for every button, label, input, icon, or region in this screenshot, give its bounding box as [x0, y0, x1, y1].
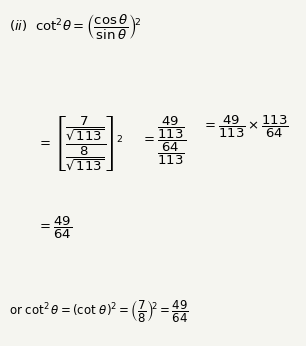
Text: or $\cot^2\theta = (\cot\,\theta)^2 = \left(\dfrac{7}{8}\right)^{\!2} = \dfrac{4: or $\cot^2\theta = (\cot\,\theta)^2 = \l…: [9, 298, 189, 324]
Text: $= \dfrac{49}{113} \times \dfrac{113}{64}$: $= \dfrac{49}{113} \times \dfrac{113}{64…: [202, 114, 289, 140]
Text: $(ii)$  $\cot^2\!\theta = \left(\dfrac{\cos\theta}{\sin\theta}\right)^{\!2}$: $(ii)$ $\cot^2\!\theta = \left(\dfrac{\c…: [9, 12, 142, 41]
Text: $= \dfrac{49}{64}$: $= \dfrac{49}{64}$: [37, 215, 72, 241]
Text: $= \dfrac{\dfrac{49}{113}}{\dfrac{64}{113}}$: $= \dfrac{\dfrac{49}{113}}{\dfrac{64}{11…: [141, 114, 186, 166]
Text: $= \left[\dfrac{\dfrac{7}{\sqrt{113}}}{\dfrac{8}{\sqrt{113}}}\right]^{\!2}$: $= \left[\dfrac{\dfrac{7}{\sqrt{113}}}{\…: [37, 114, 123, 174]
